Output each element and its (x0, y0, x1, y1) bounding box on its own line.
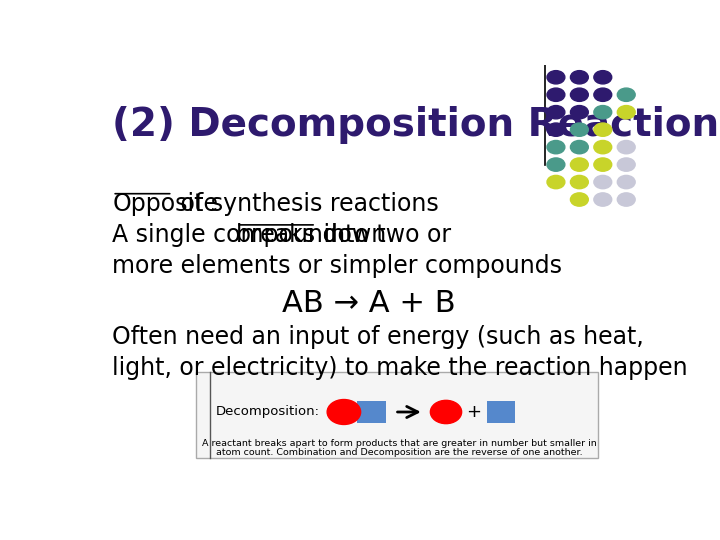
Circle shape (431, 400, 462, 424)
Circle shape (594, 140, 612, 154)
Circle shape (594, 158, 612, 171)
Circle shape (617, 105, 635, 119)
Text: +: + (467, 403, 482, 421)
Text: atom count. Combination and Decomposition are the reverse of one another.: atom count. Combination and Decompositio… (217, 448, 583, 457)
Text: light, or electricity) to make the reaction happen: light, or electricity) to make the react… (112, 356, 688, 380)
FancyBboxPatch shape (356, 401, 386, 423)
Circle shape (570, 88, 588, 102)
FancyBboxPatch shape (487, 401, 516, 423)
Circle shape (570, 140, 588, 154)
Circle shape (594, 123, 612, 136)
Circle shape (594, 88, 612, 102)
Circle shape (547, 158, 565, 171)
Circle shape (594, 71, 612, 84)
Text: into two or: into two or (316, 223, 451, 247)
Text: of synthesis reactions: of synthesis reactions (173, 192, 438, 215)
Text: more elements or simpler compounds: more elements or simpler compounds (112, 254, 562, 278)
Circle shape (547, 123, 565, 136)
Text: Often need an input of energy (such as heat,: Often need an input of energy (such as h… (112, 325, 644, 349)
Circle shape (617, 140, 635, 154)
Circle shape (570, 71, 588, 84)
Circle shape (617, 176, 635, 188)
Text: Opposite: Opposite (112, 192, 218, 215)
Text: A reactant breaks apart to form products that are greater in number but smaller : A reactant breaks apart to form products… (202, 438, 597, 448)
Circle shape (617, 193, 635, 206)
Circle shape (594, 105, 612, 119)
Text: (2) Decomposition Reactions: (2) Decomposition Reactions (112, 106, 720, 144)
Circle shape (594, 176, 612, 188)
Circle shape (570, 176, 588, 188)
Circle shape (547, 105, 565, 119)
FancyBboxPatch shape (196, 373, 598, 458)
Circle shape (617, 88, 635, 102)
Circle shape (570, 158, 588, 171)
Text: A single compound: A single compound (112, 223, 346, 247)
Circle shape (547, 140, 565, 154)
Circle shape (594, 193, 612, 206)
Circle shape (617, 158, 635, 171)
Text: AB → A + B: AB → A + B (282, 289, 456, 319)
Circle shape (547, 71, 565, 84)
Circle shape (570, 123, 588, 136)
Circle shape (547, 176, 565, 188)
Circle shape (327, 400, 361, 424)
Circle shape (547, 88, 565, 102)
Circle shape (570, 105, 588, 119)
Text: Decomposition:: Decomposition: (215, 406, 320, 419)
Text: breaks down: breaks down (236, 223, 387, 247)
Circle shape (570, 193, 588, 206)
